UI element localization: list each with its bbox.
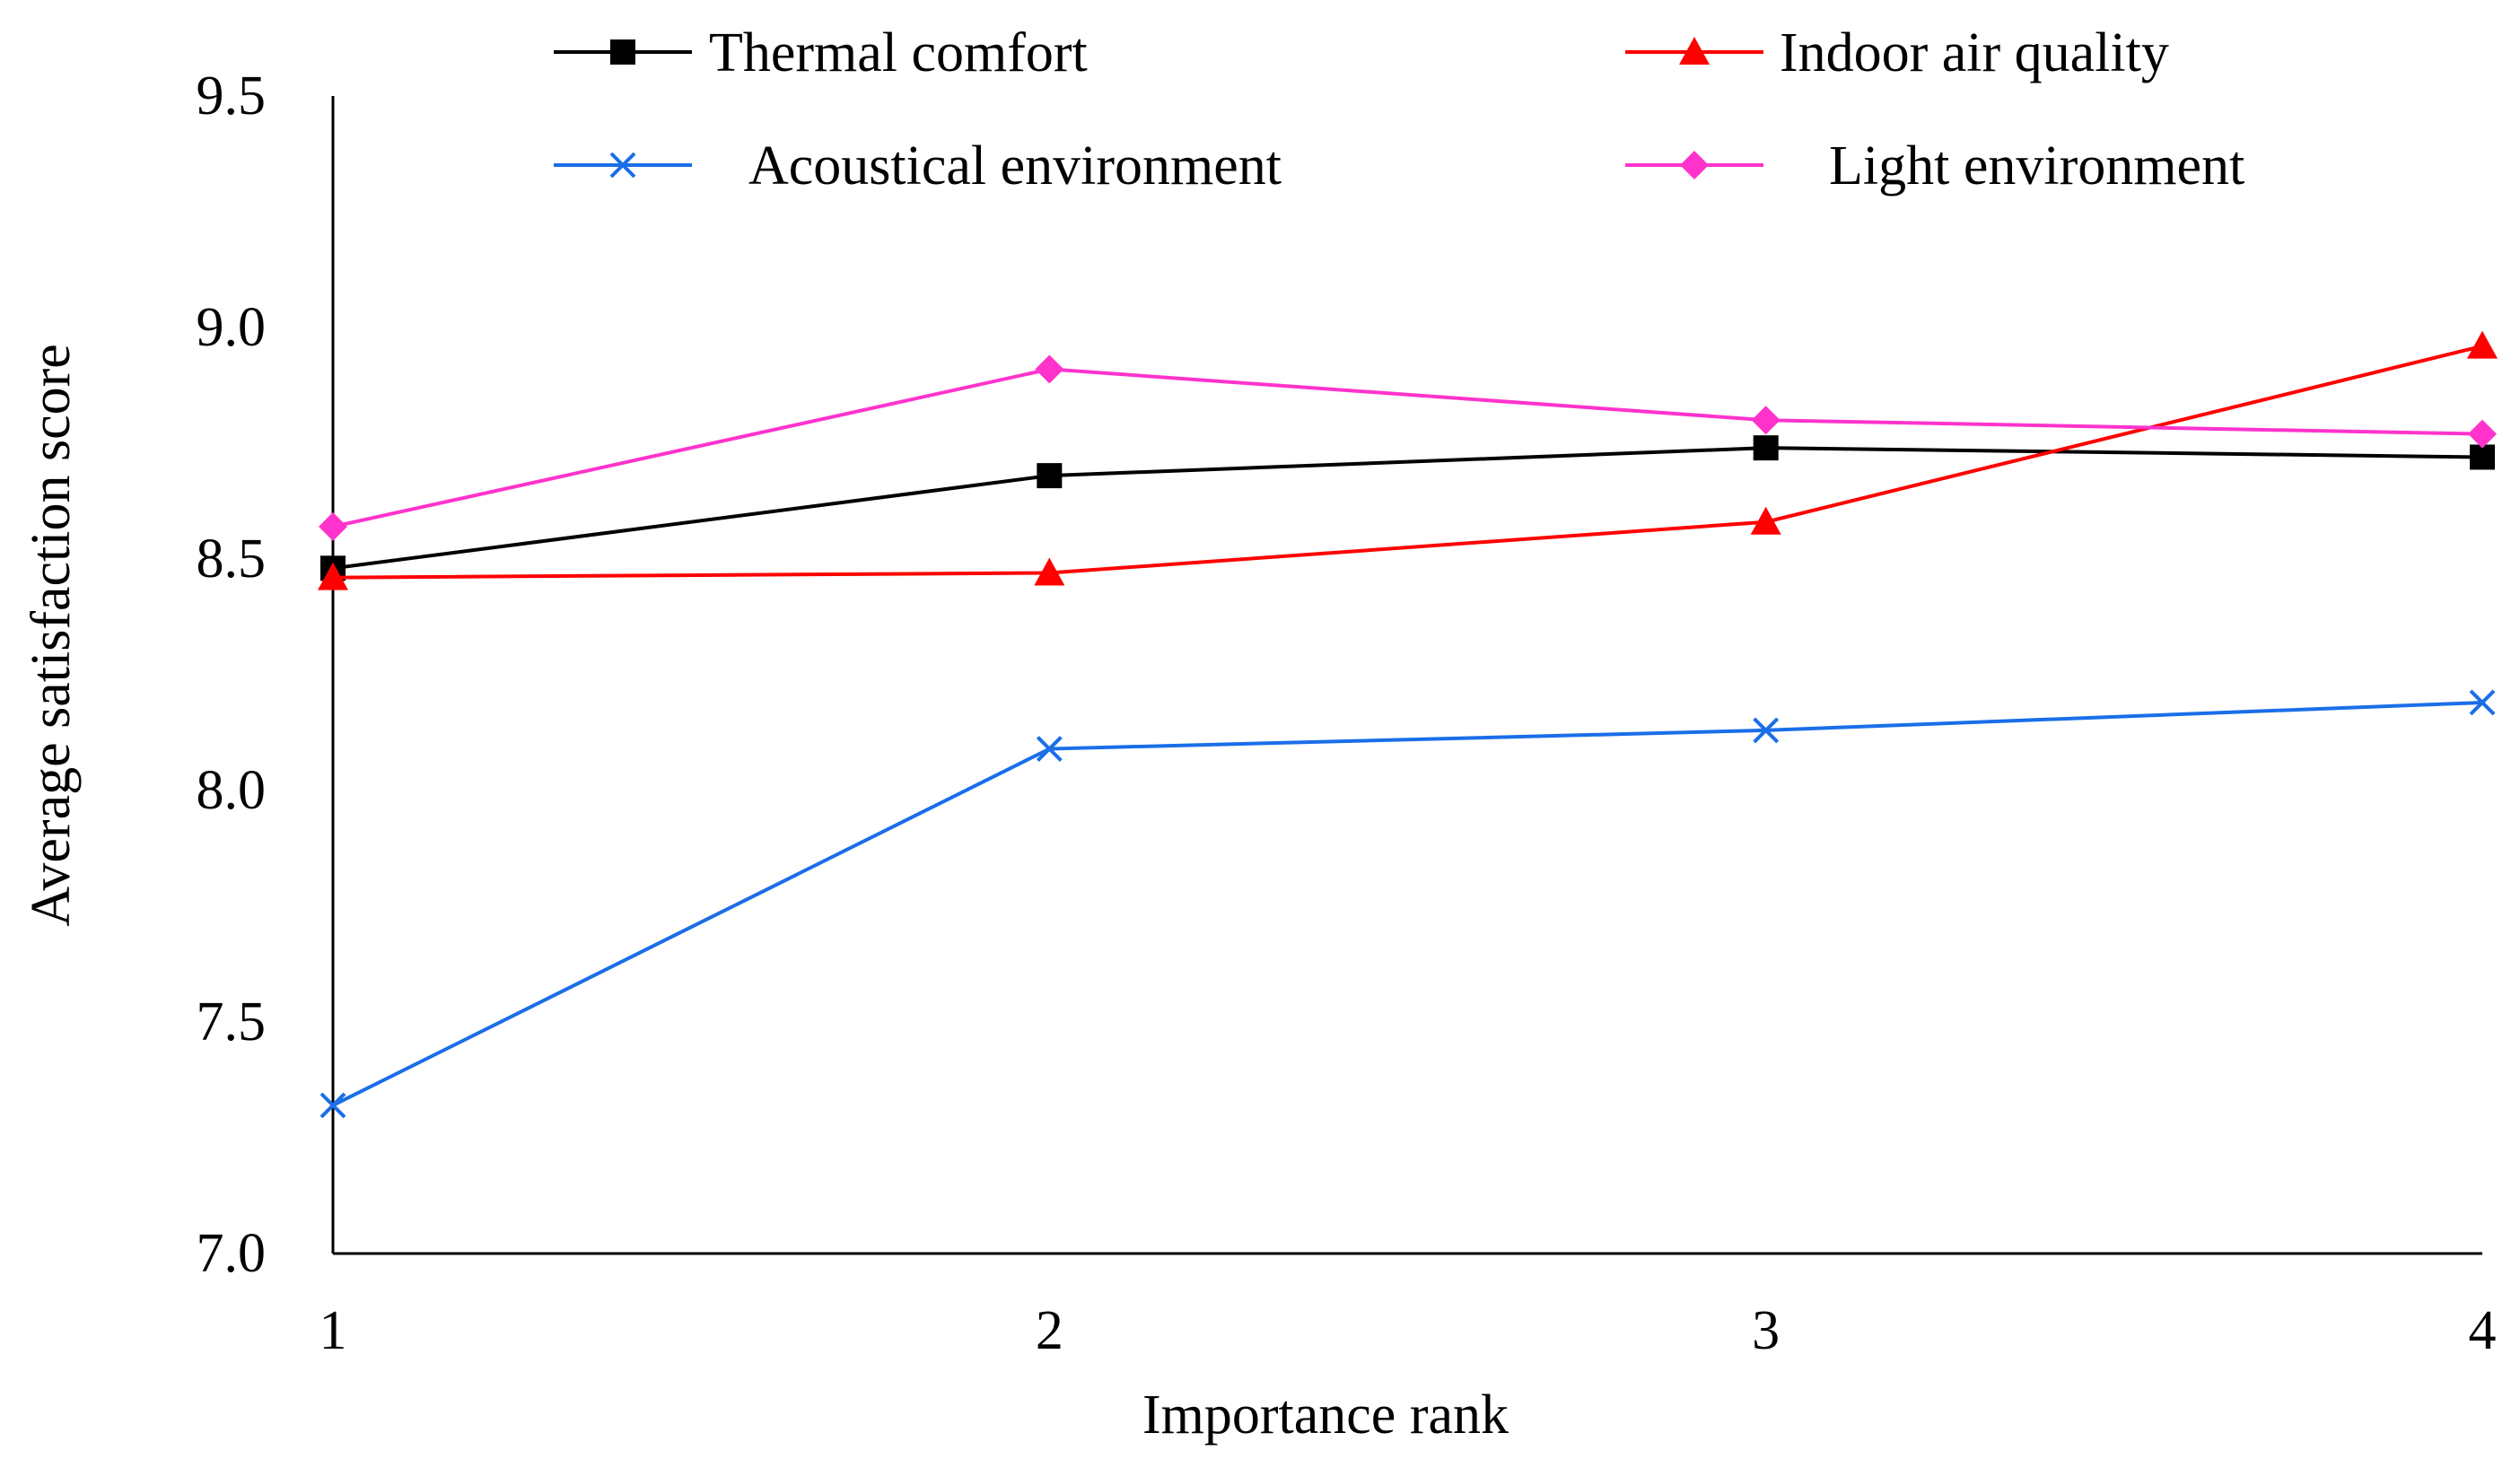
- data-point: [319, 511, 347, 541]
- data-point: [2470, 444, 2495, 470]
- legend-entry: Indoor air quality: [1625, 22, 2169, 83]
- data-point: [1035, 354, 1064, 384]
- data-point: [318, 562, 348, 590]
- data-point: [1751, 406, 1781, 435]
- data-point: [319, 1092, 346, 1119]
- data-point: [1753, 435, 1779, 461]
- y-tick-label: 9.0: [197, 297, 267, 358]
- legend-label: Indoor air quality: [1780, 22, 2169, 83]
- legend: Thermal comfort Indoor air quality Acousti…: [554, 22, 2244, 197]
- data-point: [2467, 330, 2498, 359]
- series-x: [319, 689, 2496, 1119]
- x-tick-label: 4: [2469, 1300, 2497, 1361]
- series-line: [332, 446, 2483, 571]
- x-axis-title: Importance rank: [1142, 1385, 1509, 1446]
- data-point: [2468, 419, 2497, 449]
- y-axis-title: Average satisfaction score: [21, 344, 82, 927]
- y-tick-label: 7.0: [197, 1223, 267, 1284]
- series-layer: [318, 330, 2498, 1119]
- series-triangle: [318, 330, 2498, 590]
- axes: [331, 96, 2482, 1255]
- data-point: [1034, 557, 1065, 586]
- data-point: [1753, 717, 1780, 744]
- series-line: [332, 367, 2483, 529]
- y-tick-label: 7.5: [197, 992, 267, 1053]
- y-tick-label: 9.5: [197, 66, 267, 127]
- series-diamond: [319, 354, 2497, 541]
- data-point: [1037, 463, 1063, 489]
- x-tick-label: 2: [1036, 1300, 1063, 1361]
- y-tick-label: 8.0: [197, 760, 267, 821]
- x-tick-labels: 1 2 3 4: [319, 1300, 2497, 1361]
- legend-entry: Thermal comfort: [554, 22, 1088, 83]
- legend-label: Acoustical environment: [748, 135, 1282, 197]
- x-tick-label: 3: [1752, 1300, 1780, 1361]
- legend-entry: Light environment: [1625, 135, 2244, 197]
- legend-marker: [1679, 37, 1710, 65]
- series-line: [332, 700, 2483, 1107]
- legend-label: Thermal comfort: [709, 22, 1088, 83]
- y-tick-labels: 7.0 7.5 8.0 8.5 9.0 9.5: [197, 66, 267, 1284]
- legend-marker: [609, 152, 636, 179]
- series-line: [332, 344, 2483, 580]
- legend-label: Light environment: [1829, 135, 2244, 197]
- legend-entry: Acoustical environment: [554, 135, 1282, 197]
- y-tick-label: 8.5: [197, 529, 267, 590]
- data-point: [1036, 736, 1063, 762]
- legend-marker: [1680, 151, 1709, 179]
- data-point: [1750, 506, 1781, 535]
- data-point: [2469, 689, 2496, 716]
- x-tick-label: 1: [319, 1300, 347, 1361]
- legend-marker: [610, 39, 635, 65]
- series-square: [320, 435, 2495, 581]
